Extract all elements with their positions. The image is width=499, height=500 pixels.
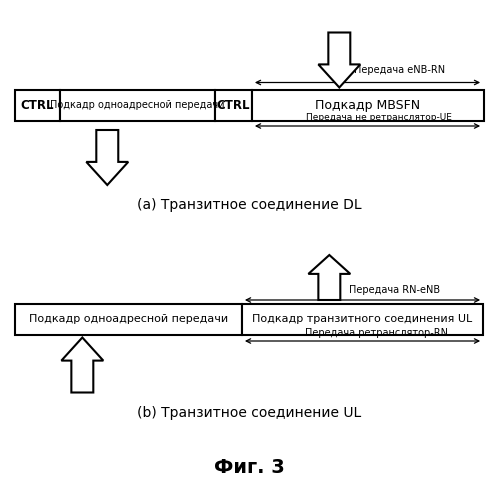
Polygon shape bbox=[318, 32, 360, 88]
Text: Подкадр одноадресной передачи: Подкадр одноадресной передачи bbox=[50, 100, 225, 110]
Bar bbox=[60, 90, 215, 121]
Text: (b) Транзитное соединение UL: (b) Транзитное соединение UL bbox=[137, 406, 362, 419]
Text: CTRL: CTRL bbox=[217, 99, 250, 112]
Polygon shape bbox=[61, 338, 103, 392]
Polygon shape bbox=[308, 255, 350, 300]
Text: Фиг. 3: Фиг. 3 bbox=[214, 458, 285, 477]
Text: Подкадр одноадресной передачи: Подкадр одноадресной передачи bbox=[29, 314, 228, 324]
Bar bbox=[242, 304, 483, 335]
Polygon shape bbox=[86, 130, 128, 185]
Text: Подкадр MBSFN: Подкадр MBSFN bbox=[315, 99, 421, 112]
Text: Передача не ретранслятор-UE: Передача не ретранслятор-UE bbox=[306, 114, 452, 122]
Text: CTRL: CTRL bbox=[20, 99, 54, 112]
Text: (a) Транзитное соединение DL: (a) Транзитное соединение DL bbox=[137, 198, 362, 212]
Text: Передача eNB-RN: Передача eNB-RN bbox=[354, 65, 445, 75]
Text: Подкадр транзитного соединения UL: Подкадр транзитного соединения UL bbox=[252, 314, 473, 324]
Text: Передача ретранслятор-RN: Передача ретранслятор-RN bbox=[305, 328, 448, 338]
Bar bbox=[215, 90, 252, 121]
Bar bbox=[252, 90, 484, 121]
Bar bbox=[15, 90, 60, 121]
Text: Передача RN-eNB: Передача RN-eNB bbox=[349, 285, 440, 295]
Bar bbox=[15, 304, 242, 335]
